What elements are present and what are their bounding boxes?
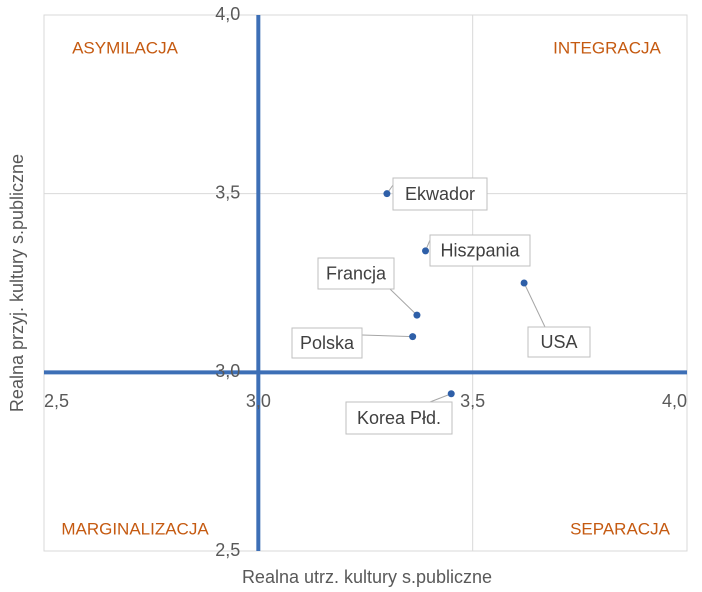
y-tick-label: 4,0 <box>215 4 240 24</box>
y-tick-label: 3,0 <box>215 361 240 381</box>
point-label: Polska <box>300 333 355 353</box>
y-tick-label: 2,5 <box>215 540 240 560</box>
point <box>409 333 417 341</box>
point <box>447 390 455 398</box>
x-tick-label: 3,5 <box>460 391 485 411</box>
label-box <box>345 401 453 435</box>
point <box>413 311 421 319</box>
x-tick-label: 2,5 <box>44 391 69 411</box>
quadrant-label: ASYMILACJA <box>72 38 178 57</box>
x-axis-label: Realna utrz. kultury s.publiczne <box>242 567 492 587</box>
point-label: USA <box>540 332 577 352</box>
label-box <box>291 327 363 359</box>
label-box <box>527 326 591 358</box>
point-label: Francja <box>326 263 387 283</box>
label-box <box>429 234 531 267</box>
point-label: Hiszpania <box>440 240 520 260</box>
quadrant-label: SEPARACJA <box>570 519 670 538</box>
point-label: Ekwador <box>405 184 475 204</box>
point <box>422 247 430 255</box>
y-axis-label: Realna przyj. kultury s.publiczne <box>7 154 27 412</box>
point-label: Korea Płd. <box>357 408 441 428</box>
quadrant-label: MARGINALIZACJA <box>61 519 209 538</box>
point <box>520 279 528 287</box>
leader-line <box>389 288 418 316</box>
y-tick-label: 3,5 <box>215 182 240 202</box>
x-tick-label: 3,0 <box>246 391 271 411</box>
label-box <box>392 177 488 211</box>
x-tick-label: 4,0 <box>662 391 687 411</box>
leader-line <box>429 393 452 403</box>
leader-line <box>361 334 413 338</box>
leader-line <box>523 282 546 328</box>
label-box <box>317 257 395 290</box>
point <box>383 190 391 198</box>
quadrant-label: INTEGRACJA <box>553 38 661 57</box>
